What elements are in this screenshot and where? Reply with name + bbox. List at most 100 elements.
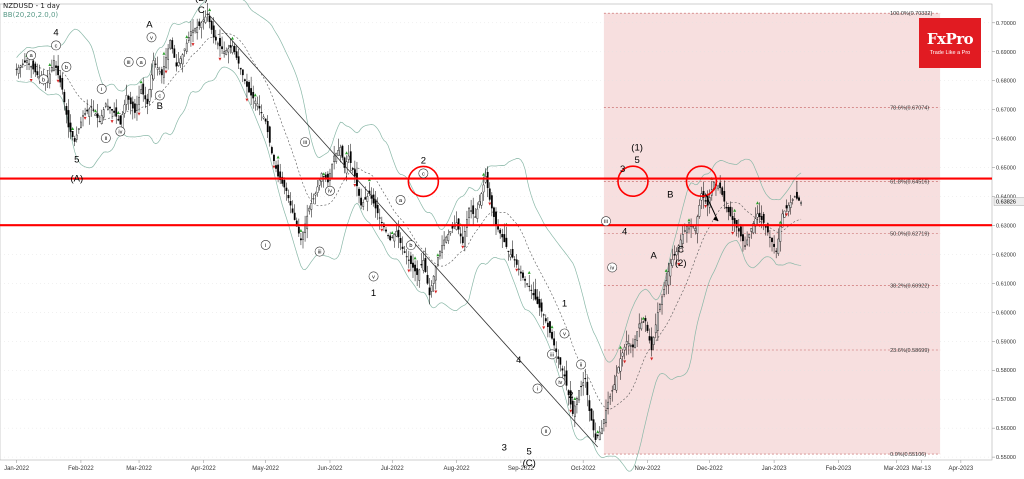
down-signal-marker — [704, 204, 708, 208]
candle-body — [563, 374, 566, 377]
candle-body — [279, 171, 282, 181]
candle-body — [667, 271, 670, 286]
x-tick-label: Mar-13 — [912, 466, 932, 472]
candle-body — [530, 289, 533, 291]
wave-label: 4 — [516, 355, 521, 366]
candle-body — [569, 390, 572, 405]
wave-label: 2 — [568, 390, 573, 401]
candles — [15, 2, 802, 443]
candle-body — [266, 121, 269, 133]
candle-body — [505, 237, 508, 247]
x-tick-label: Jan-2022 — [4, 466, 30, 472]
candle-body — [723, 191, 726, 202]
candle-body — [463, 231, 466, 247]
candle-body — [239, 67, 242, 70]
wave-label: (2) — [675, 258, 687, 269]
candle-body — [268, 126, 271, 143]
candle-body — [217, 42, 219, 46]
x-tick-label: Dec-2022 — [697, 466, 724, 472]
x-tick-label: Sep-2022 — [508, 466, 535, 472]
candle-body — [349, 151, 352, 163]
candle-body — [654, 324, 657, 334]
highlight-circle — [617, 165, 649, 197]
candle-body — [401, 246, 404, 249]
candle-body — [318, 179, 321, 186]
wave-label: i — [265, 243, 266, 249]
candle-body — [503, 234, 506, 243]
candle-body — [221, 46, 223, 50]
candle-body — [756, 213, 759, 218]
wave-label-circle — [576, 359, 586, 370]
candle-body — [775, 250, 778, 252]
candle-body — [30, 66, 33, 68]
candle-body — [293, 212, 296, 220]
candle-body — [748, 233, 751, 238]
wave-label: iv — [118, 129, 122, 135]
candle-body — [15, 68, 18, 70]
candle-body — [88, 108, 91, 117]
x-tick-label: May-2022 — [252, 466, 279, 472]
candle-body — [777, 238, 780, 254]
candle-body — [219, 37, 221, 47]
wave-label: v — [372, 274, 375, 280]
candle-body — [727, 207, 730, 213]
down-signal-marker — [569, 409, 573, 413]
down-signal-marker — [56, 79, 60, 83]
candle-body — [333, 155, 336, 163]
wave-label: iii — [550, 352, 554, 358]
candle-body — [679, 239, 682, 249]
candle-body — [233, 45, 236, 52]
wave-label: 3 — [620, 164, 625, 175]
up-signal-marker — [687, 218, 691, 222]
wave-label-circle — [607, 262, 618, 273]
x-tick-label: Feb-2022 — [68, 466, 94, 472]
candle-body — [439, 251, 441, 257]
candle-body — [511, 249, 514, 258]
current-price-label: 0.63826 — [996, 200, 1016, 206]
candle-body — [586, 381, 589, 396]
wave-label: c — [422, 171, 425, 177]
down-signal-marker — [29, 78, 33, 82]
down-signal-marker — [218, 57, 222, 61]
wave-label-circle — [123, 57, 134, 67]
up-signal-marker — [641, 316, 645, 320]
candle-body — [80, 121, 82, 128]
y-tick-label: 0.70000 — [996, 21, 1016, 27]
candle-body — [273, 154, 275, 162]
wave-label: iii — [318, 250, 322, 256]
up-signal-marker — [162, 51, 166, 55]
candle-body — [480, 193, 483, 206]
candle-body — [488, 188, 491, 200]
candle-body — [466, 219, 468, 228]
y-tick-label: 0.61000 — [996, 281, 1016, 287]
candle-body — [341, 145, 344, 158]
down-signal-marker — [461, 245, 465, 249]
up-signal-marker — [71, 126, 75, 130]
wave-label-circle — [96, 83, 107, 94]
candle-body — [472, 205, 475, 215]
x-tick-label: Mar-2023 — [884, 466, 910, 472]
candle-body — [376, 205, 379, 214]
candle-body — [434, 266, 437, 281]
brand-tagline: Trade Like a Pro — [929, 50, 971, 56]
candle-body — [758, 212, 761, 218]
candle-body — [675, 251, 678, 256]
candle-body — [725, 206, 728, 209]
candle-body — [96, 113, 99, 118]
y-tick-label: 0.60000 — [996, 310, 1016, 316]
candle-body — [590, 408, 593, 421]
candle-body — [598, 431, 601, 441]
candle-body — [698, 205, 701, 217]
candle-body — [208, 15, 211, 23]
candle-body — [405, 256, 408, 258]
candle-body — [146, 98, 149, 105]
brand-name: FxPro — [926, 30, 974, 48]
candle-body — [769, 236, 771, 238]
candle-body — [202, 19, 205, 22]
down-signal-marker — [515, 268, 519, 272]
candle-body — [611, 390, 614, 392]
candle-body — [746, 239, 749, 245]
candle-body — [295, 220, 298, 227]
